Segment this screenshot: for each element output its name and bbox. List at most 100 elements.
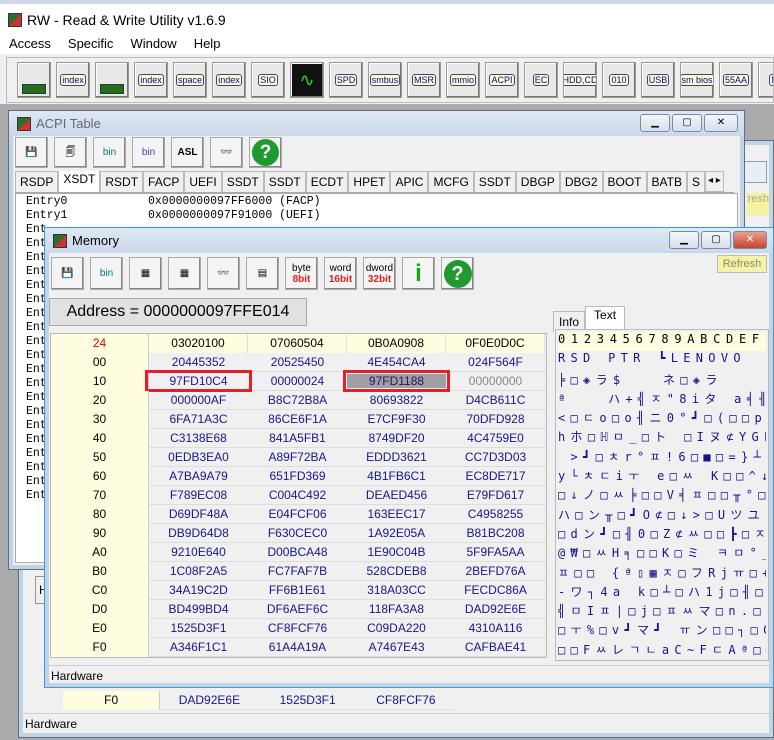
hex-cell[interactable]: 024F564F <box>468 355 523 369</box>
text-row[interactable]: ㅍ□□ {ª▯▦ㅈ□フRjㅠ□+ <box>558 565 766 580</box>
hex-cell[interactable]: DF6AEF6C <box>266 602 329 616</box>
list-item[interactable]: Entry1 0x0000000097F91000 (UEFI) <box>26 209 737 223</box>
ec-icon[interactable]: EC <box>524 62 558 98</box>
menu-help[interactable]: Help <box>193 36 221 51</box>
tab-hpet[interactable]: HPET <box>348 171 391 192</box>
hex-cell[interactable]: CC7D3D03 <box>464 450 527 464</box>
hex-cell[interactable]: E04FCF06 <box>268 507 327 521</box>
hex-cell[interactable]: 61A4A19A <box>268 640 327 654</box>
text-row[interactable]: □ㅜ%□v┛マ┛ ㅠン□□┐□C <box>558 623 766 638</box>
save-bin-icon[interactable]: bin <box>93 137 126 168</box>
tab-text[interactable]: Text <box>585 306 626 332</box>
binoculars-icon[interactable]: 👓 <box>207 257 240 290</box>
save-all-bin-icon[interactable]: bin <box>132 137 165 168</box>
hex-cell[interactable]: 20525450 <box>270 355 325 369</box>
io-index-icon[interactable]: index <box>212 62 246 98</box>
hex-cell[interactable]: A7BA9A79 <box>169 469 228 483</box>
hex-cell[interactable]: B8C72B8A <box>267 393 328 407</box>
hex-cell[interactable]: F630CEC0 <box>267 526 328 540</box>
text-row[interactable]: y└ㅊㄷiㅜ e□ㅆ K□□^↓ <box>558 469 766 484</box>
hex-cell[interactable]: 000000AF <box>170 393 227 407</box>
hex-cell[interactable]: FF6B1E61 <box>268 583 327 597</box>
smbus-icon[interactable]: smbus <box>368 62 402 98</box>
hex-cell[interactable]: 4B1FB6C1 <box>367 469 426 483</box>
mmio-icon[interactable]: mmio <box>446 62 480 98</box>
hex-cell[interactable]: 1C08F2A5 <box>169 564 228 578</box>
asl-icon[interactable]: ASL <box>171 137 204 168</box>
minimize-button[interactable]: ▁ <box>669 231 699 249</box>
minimize-button[interactable]: ▁ <box>640 114 670 132</box>
list-item[interactable]: Ent <box>26 377 47 390</box>
help-icon[interactable]: ? <box>441 257 474 290</box>
hex-cell[interactable]: C3138E68 <box>170 431 227 445</box>
hex-cell[interactable]: CAFBAE41 <box>464 640 527 654</box>
hex-cell[interactable]: A89F72BA <box>268 450 327 464</box>
list-item[interactable]: Ent <box>26 405 47 418</box>
hex-cell[interactable]: 1A92E05A <box>367 526 426 540</box>
list-item[interactable]: Ent <box>26 307 47 320</box>
dword-32bit-button[interactable]: dword 32bit <box>363 257 396 290</box>
disk-010-icon[interactable]: 010 <box>602 62 636 98</box>
byte-8bit-button[interactable]: byte 8bit <box>285 257 318 290</box>
hex-cell[interactable]: C004C492 <box>268 488 327 502</box>
cell[interactable]: DAD92E6E <box>178 693 241 707</box>
list-item[interactable]: Ent <box>26 433 47 446</box>
list-item[interactable]: Ent <box>26 223 47 236</box>
column-header[interactable]: 03020100 <box>149 333 248 353</box>
hex-cell[interactable]: A346F1C1 <box>169 640 228 654</box>
list-item[interactable]: Ent <box>26 447 47 460</box>
list-item[interactable]: Ent <box>26 489 47 502</box>
text-row[interactable]: ╣ㅁIㅍ|□j□ㅍㅆマ□n.□- <box>558 604 766 619</box>
pci-icon[interactable] <box>17 62 51 98</box>
address-display[interactable]: Address = 0000000097FFE014 <box>49 298 307 326</box>
hex-cell[interactable]: 528CDEB8 <box>366 564 427 578</box>
column-header[interactable]: 0B0A0908 <box>347 333 446 353</box>
column-header[interactable]: 07060504 <box>248 333 347 353</box>
hex-cell[interactable]: DAD92E6E <box>464 602 527 616</box>
tab-mcfg[interactable]: MCFG <box>428 171 474 192</box>
save-icon[interactable]: 💾 <box>51 257 84 290</box>
list-item[interactable]: Ent <box>26 349 47 362</box>
menu-access[interactable]: Access <box>9 36 51 51</box>
hex-cell[interactable]: 97FD10C4 <box>145 370 252 392</box>
refresh-button[interactable]: Refresh <box>717 255 767 273</box>
list-item[interactable]: Ent <box>26 237 47 250</box>
text-row[interactable]: @₩□ㅆH╕□□K□ミ ㅋㅁ°_ <box>558 546 766 561</box>
tab-ssdt[interactable]: SSDT <box>263 171 306 192</box>
tab-facp[interactable]: FACP <box>143 171 185 192</box>
more-icon[interactable]: M <box>758 62 773 98</box>
hex-cell[interactable]: D4CB611C <box>465 393 526 407</box>
acpi-icon[interactable]: ACPI <box>485 62 519 98</box>
hex-cell[interactable]: FC7FAF7B <box>267 564 328 578</box>
io-space-icon[interactable]: space <box>173 62 207 98</box>
text-row[interactable]: <□ㄷo□o╢ニ0°┛□(□□p <box>558 411 766 426</box>
hex-cell[interactable]: EDDD3621 <box>366 450 427 464</box>
help-icon[interactable]: ? <box>249 137 282 168</box>
hex-cell[interactable]: 00000000 <box>468 374 523 388</box>
pci-index-icon[interactable]: index <box>56 62 90 98</box>
hex-cell[interactable]: 6FA71A3C <box>169 412 228 426</box>
hex-cell[interactable]: B81BC208 <box>466 526 525 540</box>
maximize-button[interactable]: ▢ <box>672 114 702 132</box>
hex-cell[interactable]: 163EEC17 <box>367 507 426 521</box>
hex-cell[interactable]: 34A19C2D <box>169 583 228 597</box>
memory-icon[interactable] <box>95 62 129 98</box>
hex-cell[interactable]: 118FA3A8 <box>368 602 425 616</box>
close-button[interactable]: ✕ <box>733 231 767 249</box>
list-item[interactable]: Ent <box>26 279 47 292</box>
hex-cell[interactable]: DB9D64D8 <box>168 526 229 540</box>
hex-cell[interactable]: 318A03CC <box>367 583 426 597</box>
hex-cell[interactable]: 1525D3F1 <box>170 621 227 635</box>
hex-cell[interactable]: EC8DE717 <box>465 469 526 483</box>
word-16bit-button[interactable]: word 16bit <box>324 257 357 290</box>
info-icon[interactable]: i <box>402 257 435 290</box>
list-item[interactable]: Ent <box>26 265 47 278</box>
background-refresh-button[interactable]: Refresh <box>747 193 769 215</box>
hex-cell[interactable]: 841A5FB1 <box>269 431 326 445</box>
tab-apic[interactable]: APIC <box>390 171 429 192</box>
hex-cell[interactable]: 20445352 <box>171 355 226 369</box>
hex-cell[interactable]: 4E454CA4 <box>367 355 426 369</box>
tab-scroll-arrows[interactable]: ◂ ▸ <box>704 171 724 192</box>
load-file-icon[interactable]: ▦ <box>129 257 162 290</box>
smbios-icon[interactable]: sm bios <box>680 62 714 98</box>
